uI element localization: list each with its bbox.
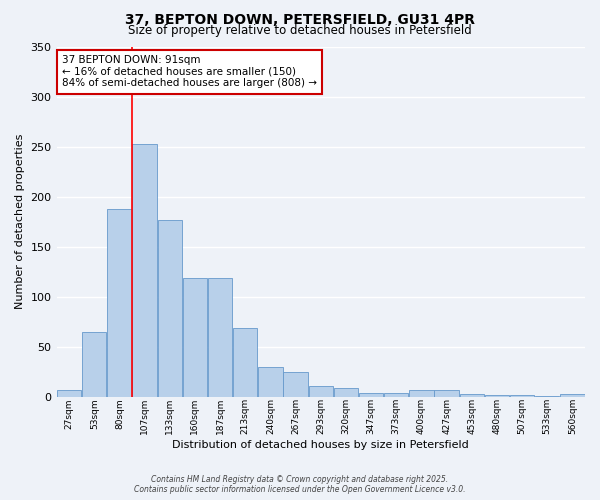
Bar xyxy=(409,390,434,396)
Bar xyxy=(460,394,484,396)
Bar xyxy=(107,208,131,396)
Bar xyxy=(434,390,459,396)
Bar xyxy=(258,366,283,396)
Bar xyxy=(208,278,232,396)
Y-axis label: Number of detached properties: Number of detached properties xyxy=(15,134,25,310)
Bar xyxy=(158,220,182,396)
Bar xyxy=(82,332,106,396)
Text: 37 BEPTON DOWN: 91sqm
← 16% of detached houses are smaller (150)
84% of semi-det: 37 BEPTON DOWN: 91sqm ← 16% of detached … xyxy=(62,56,317,88)
Bar xyxy=(359,392,383,396)
Bar xyxy=(233,328,257,396)
Bar xyxy=(334,388,358,396)
Bar xyxy=(560,394,584,396)
Bar xyxy=(57,390,82,396)
Bar xyxy=(308,386,333,396)
Text: Contains HM Land Registry data © Crown copyright and database right 2025.
Contai: Contains HM Land Registry data © Crown c… xyxy=(134,474,466,494)
Bar xyxy=(133,144,157,396)
Bar xyxy=(485,394,509,396)
Text: 37, BEPTON DOWN, PETERSFIELD, GU31 4PR: 37, BEPTON DOWN, PETERSFIELD, GU31 4PR xyxy=(125,12,475,26)
Bar xyxy=(283,372,308,396)
Bar xyxy=(510,394,534,396)
Bar xyxy=(384,392,409,396)
X-axis label: Distribution of detached houses by size in Petersfield: Distribution of detached houses by size … xyxy=(172,440,469,450)
Text: Size of property relative to detached houses in Petersfield: Size of property relative to detached ho… xyxy=(128,24,472,37)
Bar xyxy=(183,278,207,396)
